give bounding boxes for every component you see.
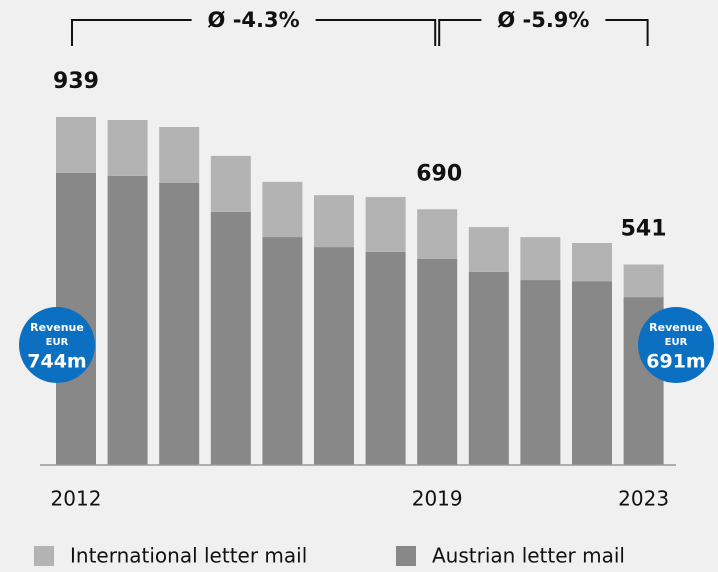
revenue-badge: Revenue EUR 691m — [638, 307, 714, 383]
bar-segment — [262, 237, 303, 465]
bar-segment — [365, 197, 406, 252]
badge-line1: Revenue — [30, 321, 84, 334]
revenue-badge: Revenue EUR 744m — [19, 307, 95, 383]
total-label: 541 — [621, 217, 667, 242]
bar-segment — [365, 251, 406, 465]
x-tick-label: 2012 — [51, 487, 102, 511]
bracket-gap — [191, 8, 316, 34]
bar-segment — [107, 175, 148, 465]
bracket: Ø -4.3% — [71, 8, 437, 46]
badge-circle — [638, 307, 714, 383]
bar-segment — [314, 195, 354, 248]
bar-segment — [314, 247, 354, 465]
legend-label: International letter mail — [70, 544, 307, 568]
bar-segment — [468, 271, 509, 465]
bar-segment — [210, 155, 251, 212]
total-label: 690 — [416, 161, 462, 186]
bar-segment — [520, 280, 561, 465]
bar-segment — [623, 264, 664, 298]
total-label: 939 — [53, 69, 99, 94]
bar-segment — [417, 209, 458, 259]
bar-segment — [159, 182, 200, 465]
bar-segment — [159, 127, 200, 183]
bar-segment — [468, 227, 509, 272]
bar-segment — [56, 117, 96, 173]
badge-value: 691m — [646, 351, 705, 373]
badge-circle — [19, 307, 95, 383]
bar-segment — [520, 237, 561, 281]
bar-segment — [417, 258, 458, 465]
bracket-label: Ø -5.9% — [497, 8, 589, 32]
bracket-gap — [481, 8, 606, 34]
bar-segment — [210, 211, 251, 465]
bar-segment — [262, 181, 303, 238]
legend-swatch — [396, 546, 416, 566]
x-tick-label: 2019 — [412, 487, 463, 511]
badge-value: 744m — [27, 351, 86, 373]
bar-segment — [107, 119, 148, 176]
badge-line2: EUR — [665, 337, 688, 348]
bracket: Ø -5.9% — [438, 8, 649, 46]
badge-line1: Revenue — [649, 321, 703, 334]
legend-label: Austrian letter mail — [432, 544, 625, 568]
bar-segment — [572, 243, 612, 282]
x-tick-label: 2023 — [618, 487, 669, 511]
bracket-label: Ø -4.3% — [208, 8, 300, 32]
legend-swatch — [34, 546, 54, 566]
badge-line2: EUR — [46, 337, 69, 348]
bar-segment — [572, 281, 612, 465]
